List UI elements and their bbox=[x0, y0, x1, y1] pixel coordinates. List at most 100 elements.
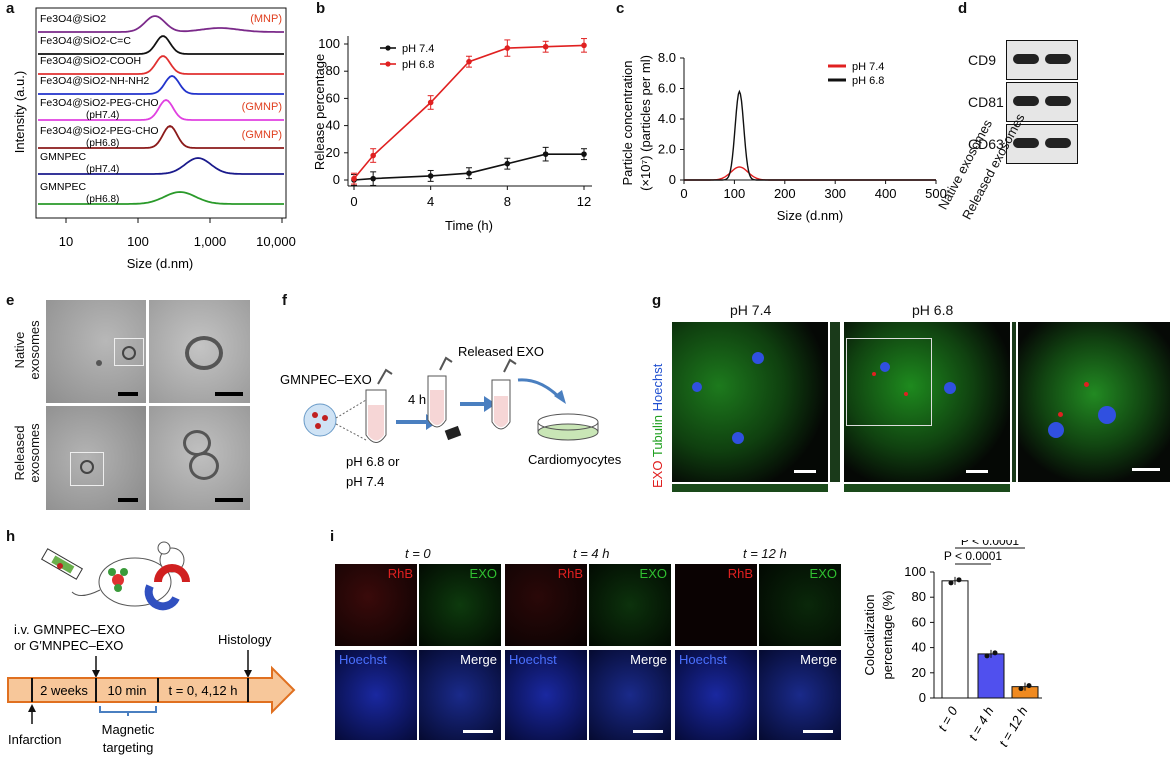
panel-i-datapoint bbox=[948, 580, 954, 586]
panel-e-native-line2: exosomes bbox=[27, 320, 42, 380]
arrow-icon bbox=[517, 378, 562, 400]
panel-h-histology: Histology bbox=[218, 632, 272, 647]
panel-b-legend-marker bbox=[385, 61, 391, 67]
panel-i-bar bbox=[977, 653, 1005, 699]
panel-i-datapoint bbox=[992, 650, 998, 656]
blot-band bbox=[1045, 138, 1071, 148]
panel-c-legend-label: pH 6.8 bbox=[852, 75, 884, 87]
panel-c-xtick: 300 bbox=[824, 186, 846, 201]
panel-a-frame bbox=[35, 7, 287, 219]
panel-b-point bbox=[542, 43, 549, 50]
panel-c-ytick: 6.0 bbox=[658, 81, 676, 96]
confocal-ph74-yz bbox=[830, 322, 840, 482]
micrograph-label: EXO bbox=[809, 566, 837, 581]
panel-b-xtick: 8 bbox=[504, 194, 511, 209]
micrograph-panel: RhB bbox=[675, 564, 757, 646]
panel-c-xtick: 0 bbox=[680, 186, 687, 201]
blot-band bbox=[1013, 138, 1039, 148]
nanoparticle-icon bbox=[108, 568, 128, 592]
micrograph-panel: Hoechst bbox=[335, 650, 417, 740]
panel-b-point bbox=[466, 170, 472, 176]
micrograph-panel: Merge bbox=[589, 650, 671, 740]
panel-a-curve-label: Fe3O4@SiO2-COOH bbox=[40, 55, 141, 67]
blot-membrane bbox=[1006, 40, 1078, 80]
panel-b-legend-label: pH 7.4 bbox=[402, 43, 434, 55]
panel-i-ylabel: Colocalization bbox=[862, 595, 877, 676]
micrograph-panel: EXO bbox=[419, 564, 501, 646]
panel-b-legend-marker bbox=[385, 45, 391, 51]
panel-c-ytick: 0 bbox=[669, 172, 676, 187]
panel-c-nta-chart: 0 2.0 4.0 6.0 8.0 0 100 200 300 400 500 Size (d.nm)… bbox=[620, 50, 947, 223]
panel-e-tem-grid bbox=[46, 300, 250, 510]
tem-native-zoom bbox=[149, 300, 250, 403]
blot-membrane bbox=[1006, 124, 1078, 164]
blot-row-label: CD81 bbox=[968, 94, 1004, 110]
blot-band bbox=[1045, 54, 1071, 64]
micrograph-label: RhB bbox=[727, 566, 753, 581]
panel-b-point bbox=[351, 175, 357, 182]
confocal-ph74-xz bbox=[672, 484, 828, 492]
micrograph-label: EXO bbox=[639, 566, 667, 581]
micrograph-label: EXO bbox=[469, 566, 497, 581]
panel-b-point bbox=[427, 173, 434, 179]
panel-i-bar-chart: 0 20 40 60 80 100 Colocalization percentage (%)… bbox=[862, 540, 1042, 749]
panel-a-curve-label: Fe3O4@SiO2-PEG-CHO bbox=[40, 125, 159, 137]
timeline-arrow bbox=[7, 665, 296, 715]
panel-b-point bbox=[504, 160, 511, 167]
panel-h-infarction: Infarction bbox=[8, 732, 61, 747]
panel-h-seg3: t = 0, 4,12 h bbox=[168, 683, 237, 698]
panel-label-a: a bbox=[6, 0, 15, 17]
panel-c-ytick: 4.0 bbox=[658, 111, 676, 126]
panel-a-curves bbox=[38, 15, 284, 205]
panel-i-datapoint bbox=[1018, 686, 1024, 692]
dish-icon bbox=[537, 423, 599, 441]
panel-b-point bbox=[542, 151, 549, 157]
panel-i-xtick: t = 0 bbox=[935, 703, 961, 733]
blot-band bbox=[1013, 96, 1039, 106]
panel-b-ytick: 100 bbox=[318, 36, 340, 51]
panel-a-curve-label: Fe3O4@SiO2-NH-NH2 bbox=[40, 75, 149, 87]
tem-released-overview bbox=[46, 406, 146, 510]
tem-exosome-zoom bbox=[189, 452, 219, 480]
zoom-box bbox=[846, 338, 932, 426]
micrograph-panel: RhB bbox=[505, 564, 587, 646]
panel-b-point bbox=[370, 152, 376, 159]
panel-b-point bbox=[370, 175, 376, 182]
panel-a-ylabel: Intensity (a.u.) bbox=[12, 71, 27, 153]
panel-i-ylabel2: percentage (%) bbox=[880, 591, 895, 680]
panel-i-time4: t = 4 h bbox=[573, 546, 610, 561]
complex-icon bbox=[303, 403, 337, 437]
panel-a-xtick: 100 bbox=[127, 234, 149, 249]
panel-b-legend-label: pH 6.8 bbox=[402, 59, 434, 71]
panel-f-schematic: GMNPEC–EXO 4 h pH 6.8 or pH 7.4 Released… bbox=[280, 344, 622, 489]
panel-c-series-line bbox=[684, 166, 936, 181]
panel-a-curve-label: Fe3O4@SiO2-C=C bbox=[40, 35, 131, 47]
panel-a-x-axis: 10 100 1,000 10,000 bbox=[59, 218, 296, 249]
panel-label-b: b bbox=[316, 0, 326, 17]
panel-e-released-line1: Released bbox=[12, 425, 27, 481]
micrograph-panel: Merge bbox=[419, 650, 501, 740]
stain-tubulin: Tubulin bbox=[650, 414, 665, 458]
panel-a-curve-sublabel: (pH6.8) bbox=[86, 138, 119, 149]
panel-a-curve bbox=[38, 35, 284, 55]
panel-i-time12: t = 12 h bbox=[743, 546, 787, 561]
panel-i-ytick: 40 bbox=[912, 640, 926, 655]
panel-d-column-labels: Native exosomes Released exosomes bbox=[935, 111, 1028, 275]
tem-scalebar bbox=[118, 392, 138, 396]
panel-c-ytick: 2.0 bbox=[658, 142, 676, 157]
stain-hoechst: Hoechst bbox=[650, 363, 665, 412]
panel-e-label-native: Native exosomes bbox=[12, 310, 42, 390]
panel-i-bar bbox=[941, 580, 969, 699]
tem-native-overview bbox=[46, 300, 146, 403]
tem-zoom-box bbox=[114, 338, 144, 366]
panel-b-release-chart: 0 20 40 60 80 100 0 4 8 12 Time (h) Release percent… bbox=[312, 36, 592, 233]
panel-f-released: Released EXO bbox=[458, 344, 544, 359]
panel-b-xtick: 12 bbox=[577, 194, 591, 209]
panel-i-datapoint bbox=[956, 577, 962, 583]
panel-c-xtick: 400 bbox=[875, 186, 897, 201]
panel-c-ytick: 8.0 bbox=[658, 50, 676, 65]
panel-b-point bbox=[466, 58, 472, 65]
panel-label-g: g bbox=[652, 292, 662, 309]
panel-a-curve bbox=[38, 99, 284, 121]
tem-exosome bbox=[80, 460, 94, 474]
